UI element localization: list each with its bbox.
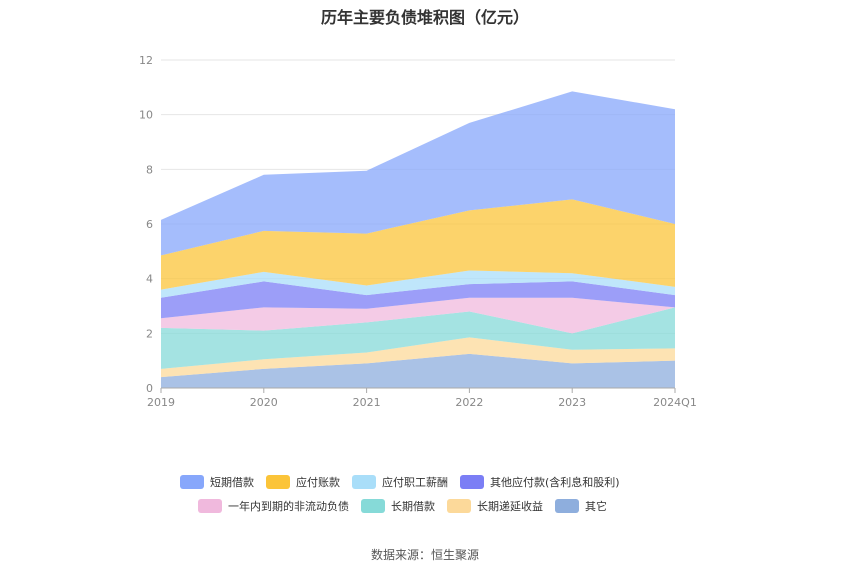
source-note: 数据来源：恒生聚源 — [370, 548, 479, 562]
legend-item[interactable]: 应付账款 — [266, 474, 340, 490]
y-tick-label: 12 — [139, 54, 153, 67]
legend-row: 短期借款 应付账款 应付职工薪酬 其他应付款(含利息和股利) — [180, 470, 700, 494]
legend-item[interactable]: 长期借款 — [361, 498, 435, 514]
legend-label: 应付职工薪酬 — [382, 476, 448, 489]
x-tick-label: 2023 — [558, 396, 586, 409]
area-series-6 — [161, 199, 675, 290]
legend-item[interactable]: 其他应付款(含利息和股利) — [460, 474, 620, 490]
area-series-0 — [161, 353, 675, 388]
area-series-2 — [161, 307, 675, 369]
x-tick-label: 2021 — [353, 396, 381, 409]
y-tick-label: 4 — [146, 273, 153, 286]
legend-label: 长期借款 — [391, 500, 435, 513]
legend-swatch — [361, 499, 385, 513]
legend-swatch — [447, 499, 471, 513]
y-tick-label: 2 — [146, 327, 153, 340]
y-tick-label: 10 — [139, 109, 153, 122]
legend-swatch — [555, 499, 579, 513]
legend-label: 其他应付款(含利息和股利) — [490, 476, 620, 489]
legend-item[interactable]: 长期递延收益 — [447, 498, 543, 514]
chart-title: 历年主要负债堆积图（亿元） — [320, 8, 529, 27]
legend-label: 短期借款 — [210, 476, 254, 489]
legend-swatch — [352, 475, 376, 489]
y-tick-label: 0 — [146, 382, 153, 395]
area-series-3 — [161, 297, 675, 334]
legend-item[interactable]: 应付职工薪酬 — [352, 474, 448, 490]
legend-item[interactable]: 短期借款 — [180, 474, 254, 490]
legend-swatch — [460, 475, 484, 489]
legend-label: 长期递延收益 — [477, 500, 543, 513]
area-series-1 — [161, 337, 675, 378]
area-series-4 — [161, 281, 675, 319]
legend-item[interactable]: 其它 — [555, 498, 607, 514]
area-series-5 — [161, 270, 675, 298]
x-tick-label: 2022 — [455, 396, 483, 409]
legend-row: 一年内到期的非流动负债 长期借款 长期递延收益 其它 — [198, 494, 700, 518]
x-tick-label: 2020 — [250, 396, 278, 409]
x-tick-label: 2024Q1 — [653, 396, 697, 409]
legend: 短期借款 应付账款 应付职工薪酬 其他应付款(含利息和股利) 一年内到期的非流动负债 长期… — [180, 470, 700, 518]
legend-label: 其它 — [585, 500, 607, 513]
y-tick-label: 8 — [146, 163, 153, 176]
legend-swatch — [180, 475, 204, 489]
legend-label: 应付账款 — [296, 476, 340, 489]
x-tick-label: 2019 — [147, 396, 175, 409]
legend-item[interactable]: 一年内到期的非流动负债 — [198, 498, 349, 514]
stacked-area-plot: 0 2 4 6 8 10 12 2019 2020 2021 2022 2023 2024Q1 — [139, 54, 697, 409]
legend-swatch — [266, 475, 290, 489]
area-series-7 — [161, 91, 675, 256]
legend-label: 一年内到期的非流动负债 — [228, 500, 349, 513]
y-tick-label: 6 — [146, 218, 153, 231]
legend-swatch — [198, 499, 222, 513]
